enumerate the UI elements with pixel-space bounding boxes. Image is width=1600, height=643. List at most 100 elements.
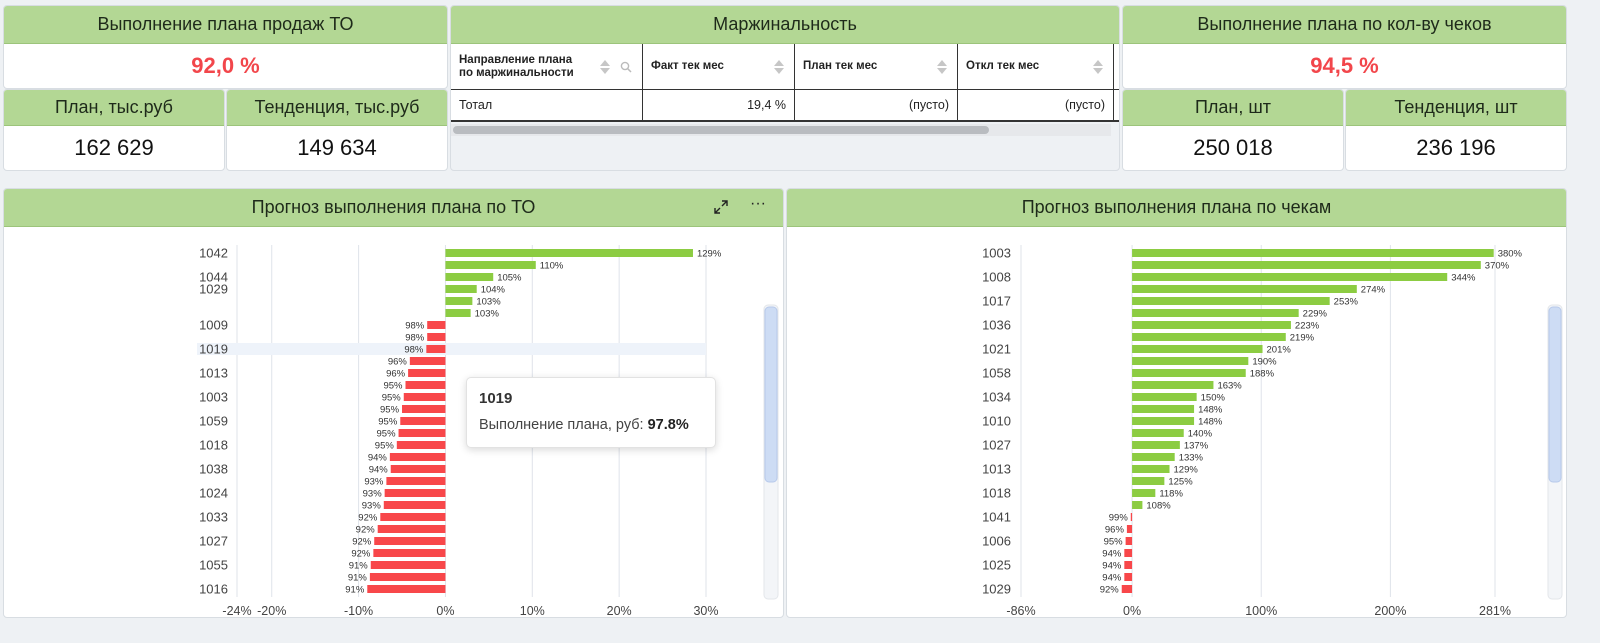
category-label: 1044 (199, 270, 228, 285)
col-dev[interactable]: Откл тек мес (958, 44, 1114, 89)
kpi-trend-rub-value: 149 634 (297, 135, 377, 160)
bar (386, 477, 446, 485)
category-label: 1029 (199, 282, 228, 297)
kpi-checks-title: Выполнение плана по кол-ву чеков (1123, 6, 1566, 44)
kpi-trend-pcs-card: Тенденция, шт 236 196 (1345, 89, 1567, 171)
bar (396, 441, 446, 449)
data-label: 93% (362, 501, 382, 512)
category-label: 1006 (982, 534, 1011, 549)
search-icon[interactable] (620, 61, 632, 73)
data-label: 163% (1217, 381, 1242, 392)
category-label: 1025 (982, 558, 1011, 573)
data-label: 148% (1198, 405, 1223, 416)
data-label: 99% (1109, 513, 1129, 524)
bar (1132, 501, 1143, 509)
bar (380, 513, 446, 521)
category-label: 1003 (982, 246, 1011, 261)
data-label: 219% (1290, 333, 1315, 344)
margin-title: Маржинальность (451, 6, 1119, 44)
col-fact[interactable]: Факт тек мес (643, 44, 795, 89)
x-tick-label: 0% (1123, 604, 1141, 617)
cell-plan: (пусто) (795, 90, 958, 120)
bar (1132, 453, 1175, 461)
bar (1132, 345, 1263, 353)
bar (445, 261, 536, 269)
category-label: 1021 (982, 342, 1011, 357)
sort-icon[interactable] (1093, 60, 1103, 74)
data-label: 94% (368, 453, 388, 464)
data-label: 370% (1485, 261, 1510, 272)
sort-icon[interactable] (600, 60, 610, 74)
bar (1121, 585, 1133, 593)
data-label: 95% (378, 417, 398, 428)
table-row[interactable]: Тотал 19,4 % (пусто) (пусто) (451, 90, 1119, 122)
bar (1132, 477, 1165, 485)
kpi-trend-rub-card: Тенденция, тыс.руб 149 634 (226, 89, 448, 171)
bar (1132, 273, 1448, 281)
tooltip-value: 97.8% (647, 417, 689, 433)
data-label: 91% (345, 585, 365, 596)
cell-name: Тотал (451, 90, 643, 120)
col-direction[interactable]: Направление плана по маржинальности (451, 44, 643, 89)
bar (1132, 285, 1357, 293)
bar (409, 357, 446, 365)
more-icon[interactable]: ··· (750, 195, 766, 212)
category-label: 1010 (982, 414, 1011, 429)
category-label: 1041 (982, 510, 1011, 525)
bar (1132, 393, 1197, 401)
category-label: 1042 (199, 246, 228, 261)
x-tick-label: 200% (1374, 604, 1406, 617)
bar (367, 585, 446, 593)
bar (405, 381, 446, 389)
bar (373, 549, 446, 557)
bar (1132, 261, 1481, 269)
bar (1124, 549, 1133, 557)
data-label: 95% (1104, 537, 1124, 548)
bar (1132, 357, 1249, 365)
category-label: 1018 (199, 438, 228, 453)
horizontal-scrollbar[interactable] (453, 126, 989, 134)
bar (377, 525, 446, 533)
kpi-sales-title: Выполнение плана продаж ТО (4, 6, 447, 44)
data-label: 95% (383, 381, 403, 392)
sort-icon[interactable] (774, 60, 784, 74)
kpi-checks-value: 94,5 % (1310, 53, 1379, 78)
margin-table-header: Направление плана по маржинальности Факт… (451, 44, 1119, 90)
kpi-plan-pcs-card: План, шт 250 018 (1122, 89, 1344, 171)
data-label: 94% (1102, 561, 1122, 572)
data-label: 118% (1159, 489, 1183, 500)
category-label: 1009 (199, 318, 228, 333)
kpi-trend-pcs-title: Тенденция, шт (1346, 90, 1566, 126)
category-label: 1036 (982, 318, 1011, 333)
data-label: 91% (348, 573, 368, 584)
data-label: 137% (1184, 441, 1209, 452)
cell-fact: 19,4 % (643, 90, 795, 120)
bar (445, 273, 494, 281)
col-plan[interactable]: План тек мес (795, 44, 958, 89)
sort-icon[interactable] (937, 60, 947, 74)
x-tick-label: -24% (222, 604, 251, 617)
category-label: 1038 (199, 462, 228, 477)
category-label: 1013 (982, 462, 1011, 477)
bar (390, 465, 446, 473)
data-label: 133% (1179, 453, 1204, 464)
data-label: 108% (1146, 501, 1171, 512)
bar (1132, 405, 1195, 413)
data-label: 344% (1451, 273, 1476, 284)
tooltip-title: 1019 (479, 390, 513, 407)
forecast-to-chart: -24% -20% -10% 0% 10% 20% 30%129%1042110%105%1… (197, 245, 779, 617)
bar (1124, 561, 1133, 569)
data-label: 93% (364, 477, 384, 488)
row-highlight (197, 343, 706, 355)
data-label: 95% (377, 429, 397, 440)
col-plan-label: План тек мес (803, 60, 878, 72)
forecast-checks-card: Прогноз выполнения плана по чекам (786, 188, 1567, 618)
expand-icon[interactable] (711, 197, 731, 217)
col-dev-label: Откл тек мес (966, 60, 1040, 72)
tooltip-line: Выполнение плана, руб: 97.8% (479, 417, 703, 433)
data-label: 96% (386, 369, 406, 380)
data-label: 92% (356, 525, 376, 536)
category-label: 1033 (199, 510, 228, 525)
bar (1132, 321, 1291, 329)
data-label: 92% (1100, 585, 1120, 596)
